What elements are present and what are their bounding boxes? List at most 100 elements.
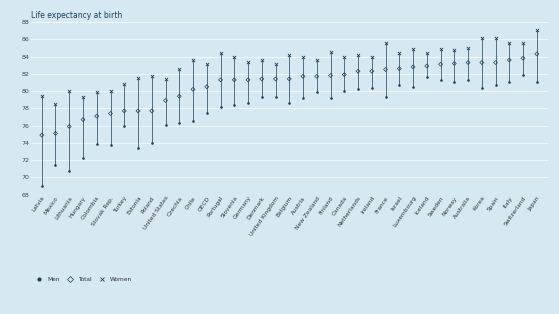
Point: [312, 74, 321, 79]
Point: [505, 79, 514, 84]
Point: [147, 140, 156, 145]
Point: [65, 124, 74, 129]
Point: [92, 141, 101, 146]
Point: [491, 60, 500, 65]
Point: [134, 145, 143, 150]
Point: [436, 77, 445, 82]
Point: [436, 62, 445, 67]
Point: [491, 83, 500, 88]
Point: [175, 94, 184, 99]
Point: [202, 110, 211, 115]
Point: [92, 114, 101, 119]
Point: [381, 95, 390, 100]
Point: [340, 54, 349, 59]
Point: [423, 51, 432, 56]
Point: [202, 62, 211, 67]
Point: [161, 98, 170, 103]
Point: [120, 108, 129, 113]
Point: [257, 95, 266, 100]
Point: [450, 79, 459, 84]
Point: [188, 119, 197, 124]
Point: [505, 40, 514, 45]
Point: [271, 62, 280, 67]
Point: [326, 95, 335, 100]
Point: [395, 51, 404, 56]
Point: [230, 54, 239, 59]
Point: [51, 131, 60, 136]
Point: [202, 84, 211, 89]
Point: [519, 72, 528, 77]
Point: [65, 89, 74, 94]
Point: [519, 56, 528, 61]
Point: [409, 64, 418, 69]
Point: [106, 111, 115, 116]
Point: [381, 40, 390, 45]
Point: [134, 108, 143, 113]
Point: [354, 69, 363, 74]
Point: [147, 73, 156, 78]
Point: [134, 76, 143, 81]
Point: [463, 60, 472, 65]
Point: [450, 61, 459, 66]
Point: [257, 57, 266, 62]
Point: [244, 100, 253, 106]
Point: [423, 63, 432, 68]
Point: [463, 77, 472, 82]
Point: [532, 51, 541, 57]
Point: [519, 40, 528, 45]
Point: [120, 124, 129, 129]
Point: [188, 57, 197, 62]
Point: [395, 83, 404, 88]
Point: [175, 66, 184, 71]
Point: [78, 95, 87, 100]
Point: [436, 46, 445, 51]
Point: [409, 46, 418, 51]
Point: [37, 94, 46, 99]
Point: [299, 74, 307, 79]
Point: [285, 100, 294, 106]
Point: [312, 89, 321, 95]
Point: [244, 77, 253, 82]
Point: [423, 75, 432, 80]
Point: [367, 69, 376, 74]
Point: [78, 117, 87, 122]
Point: [381, 67, 390, 72]
Point: [216, 51, 225, 56]
Point: [271, 95, 280, 100]
Point: [65, 169, 74, 174]
Point: [188, 87, 197, 92]
Point: [505, 57, 514, 62]
Point: [367, 55, 376, 60]
Point: [340, 72, 349, 77]
Point: [395, 66, 404, 71]
Point: [230, 77, 239, 82]
Point: [409, 84, 418, 89]
Point: [161, 122, 170, 127]
Point: [450, 47, 459, 52]
Point: [354, 52, 363, 57]
Point: [92, 89, 101, 95]
Point: [299, 54, 307, 59]
Point: [326, 50, 335, 55]
Point: [285, 52, 294, 57]
Point: [463, 45, 472, 50]
Point: [244, 59, 253, 64]
Point: [216, 77, 225, 82]
Point: [340, 89, 349, 94]
Point: [354, 87, 363, 92]
Point: [175, 121, 184, 126]
Point: [78, 155, 87, 160]
Point: [285, 76, 294, 81]
Point: [477, 36, 486, 41]
Point: [37, 183, 46, 188]
Point: [477, 60, 486, 65]
Point: [367, 85, 376, 90]
Point: [312, 57, 321, 62]
Point: [51, 101, 60, 106]
Point: [257, 76, 266, 81]
Point: [37, 133, 46, 138]
Point: [532, 79, 541, 84]
Point: [491, 36, 500, 41]
Point: [51, 163, 60, 168]
Point: [230, 102, 239, 107]
